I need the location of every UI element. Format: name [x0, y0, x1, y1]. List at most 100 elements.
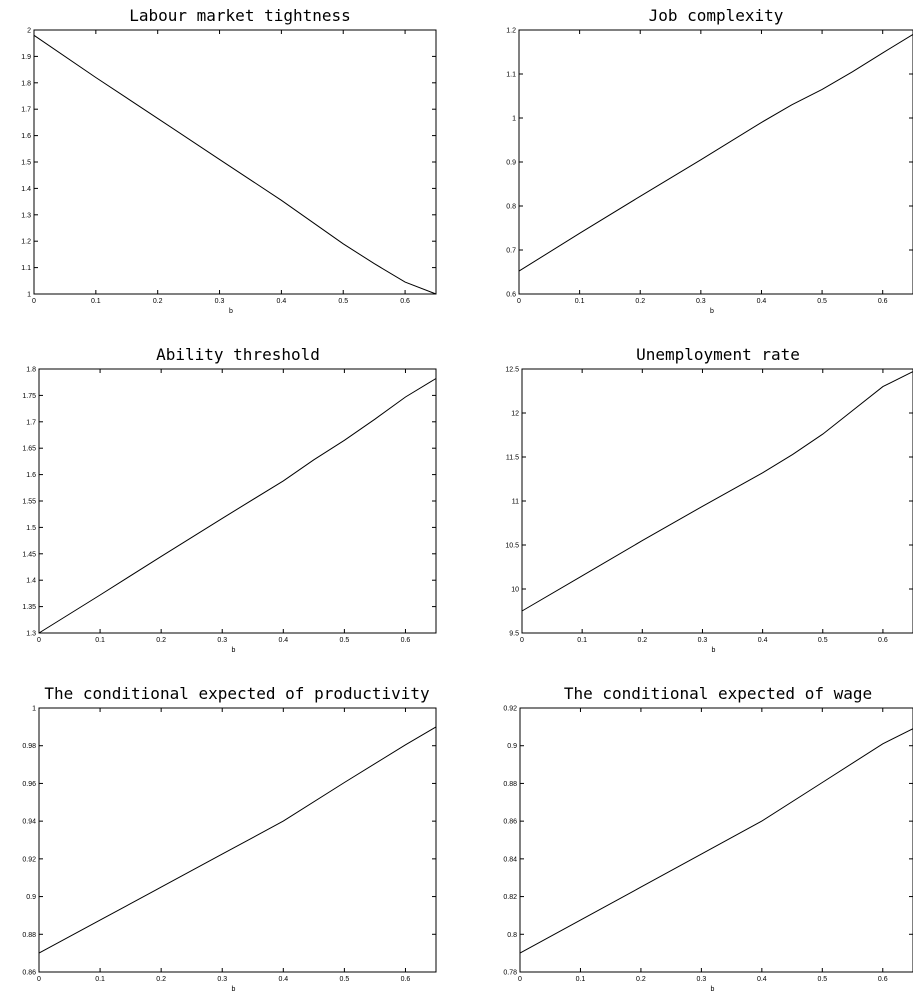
chart-title: The conditional expected of wage — [564, 684, 872, 703]
y-tick-label: 0.8 — [506, 204, 516, 211]
x-axis-label: b — [711, 986, 715, 993]
x-tick-label: 0.1 — [95, 976, 105, 983]
x-tick-label: 0.5 — [817, 976, 827, 983]
x-tick-label: 0.3 — [696, 298, 706, 305]
x-tick-label: 0.5 — [817, 298, 827, 305]
x-tick-label: 0.6 — [400, 298, 410, 305]
y-tick-label: 1.35 — [22, 604, 36, 611]
x-tick-label: 0.1 — [575, 298, 585, 305]
x-tick-label: 0.6 — [878, 976, 888, 983]
y-tick-label: 1.55 — [22, 499, 36, 506]
x-tick-label: 0.4 — [758, 637, 768, 644]
x-tick-label: 0.2 — [153, 298, 163, 305]
x-tick-label: 0.4 — [278, 976, 288, 983]
panel-job-complexity: Job complexity 0.6 0.7 0.8 0.9 1 1.1 1.2 0 0.1 0.… — [506, 6, 913, 315]
y-tick-label: 0.96 — [22, 781, 36, 788]
series-line — [521, 371, 913, 612]
series-line — [38, 378, 437, 634]
x-tick-label: 0.1 — [91, 298, 101, 305]
chart-title: The conditional expected of productivity — [44, 684, 430, 703]
series-line — [519, 728, 913, 954]
y-tick-label: 1.5 — [26, 525, 36, 532]
y-tick-label: 1.4 — [26, 578, 36, 585]
x-tick-label: 0.3 — [217, 637, 227, 644]
y-tick-label: 0.9 — [507, 743, 517, 750]
y-tick-label: 12 — [511, 411, 519, 418]
y-tick-label: 1 — [32, 706, 36, 713]
x-axis-label: b — [232, 647, 236, 654]
series-line — [518, 33, 913, 272]
x-tick-label: 0.4 — [757, 976, 767, 983]
y-tick-label: 0.86 — [22, 970, 36, 977]
panel-conditional-expected-productivity: The conditional expected of productivity… — [22, 684, 437, 993]
y-tick-label: 0.88 — [503, 781, 517, 788]
series-line — [38, 726, 437, 954]
x-tick-label: 0.1 — [577, 637, 587, 644]
x-tick-label: 0.5 — [340, 637, 350, 644]
chart-title: Unemployment rate — [636, 345, 800, 364]
y-tick-label: 0.7 — [506, 248, 516, 255]
x-tick-label: 0.5 — [818, 637, 828, 644]
x-tick-label: 0.6 — [401, 637, 411, 644]
y-tick-label: 0.82 — [503, 894, 517, 901]
x-tick-label: 0.2 — [636, 976, 646, 983]
x-tick-label: 0.6 — [878, 298, 888, 305]
x-axis-label: b — [712, 647, 716, 654]
y-tick-label: 0.78 — [503, 970, 517, 977]
panel-labour-market-tightness: Labour market tightness 1 1.1 1.2 1.3 1.4 1.5… — [21, 6, 437, 315]
panel-conditional-expected-wage: The conditional expected of wage 0.78 0.8… — [503, 684, 913, 993]
plot-frame — [519, 707, 913, 973]
chart-title: Labour market tightness — [129, 6, 351, 25]
x-tick-label: 0.1 — [576, 976, 586, 983]
y-tick-label: 1 — [512, 116, 516, 123]
y-tick-label: 2 — [27, 28, 31, 35]
y-tick-label: 1.7 — [21, 107, 31, 114]
x-tick-label: 0.1 — [95, 637, 105, 644]
y-tick-label: 1.5 — [21, 160, 31, 167]
y-tick-label: 1.8 — [26, 367, 36, 374]
x-tick-label: 0.6 — [401, 976, 411, 983]
plot-frame — [38, 707, 437, 973]
y-tick-label: 1.3 — [26, 631, 36, 638]
y-tick-label: 0.92 — [503, 706, 517, 713]
y-tick-label: 1.4 — [21, 186, 31, 193]
x-tick-label: 0.3 — [217, 976, 227, 983]
y-tick-label: 0.86 — [503, 819, 517, 826]
x-tick-label: 0.3 — [697, 976, 707, 983]
x-tick-label: 0 — [37, 976, 41, 983]
y-tick-label: 10 — [511, 587, 519, 594]
x-tick-label: 0.2 — [156, 637, 166, 644]
x-axis-label: b — [229, 308, 233, 315]
x-axis-label: b — [710, 308, 714, 315]
y-tick-label: 0.9 — [26, 894, 36, 901]
y-tick-label: 12.5 — [505, 367, 519, 374]
plot-frame — [518, 29, 913, 295]
x-tick-label: 0.3 — [698, 637, 708, 644]
y-tick-label: 0.88 — [22, 932, 36, 939]
y-tick-label: 10.5 — [505, 543, 519, 550]
y-tick-label: 1.1 — [506, 72, 516, 79]
x-tick-label: 0 — [517, 298, 521, 305]
series-line — [33, 34, 437, 295]
y-tick-label: 1.6 — [21, 133, 31, 140]
y-tick-label: 1.65 — [22, 446, 36, 453]
y-tick-label: 9.5 — [509, 631, 519, 638]
x-tick-label: 0.2 — [635, 298, 645, 305]
y-tick-label: 1.9 — [21, 54, 31, 61]
chart-title: Ability threshold — [156, 345, 320, 364]
x-tick-label: 0.6 — [878, 637, 888, 644]
y-tick-label: 1.2 — [506, 28, 516, 35]
x-tick-label: 0.4 — [757, 298, 767, 305]
x-axis-label: b — [232, 986, 236, 993]
y-tick-label: 0.94 — [22, 819, 36, 826]
y-tick-label: 0.92 — [22, 856, 36, 863]
plot-frame — [33, 29, 437, 295]
y-tick-label: 1.45 — [22, 551, 36, 558]
y-tick-label: 0.98 — [22, 743, 36, 750]
x-tick-label: 0 — [37, 637, 41, 644]
plot-frame — [38, 368, 437, 634]
y-tick-label: 11.5 — [506, 455, 519, 462]
x-tick-label: 0.2 — [156, 976, 166, 983]
y-tick-label: 11 — [512, 499, 519, 506]
y-tick-label: 0.8 — [507, 932, 517, 939]
